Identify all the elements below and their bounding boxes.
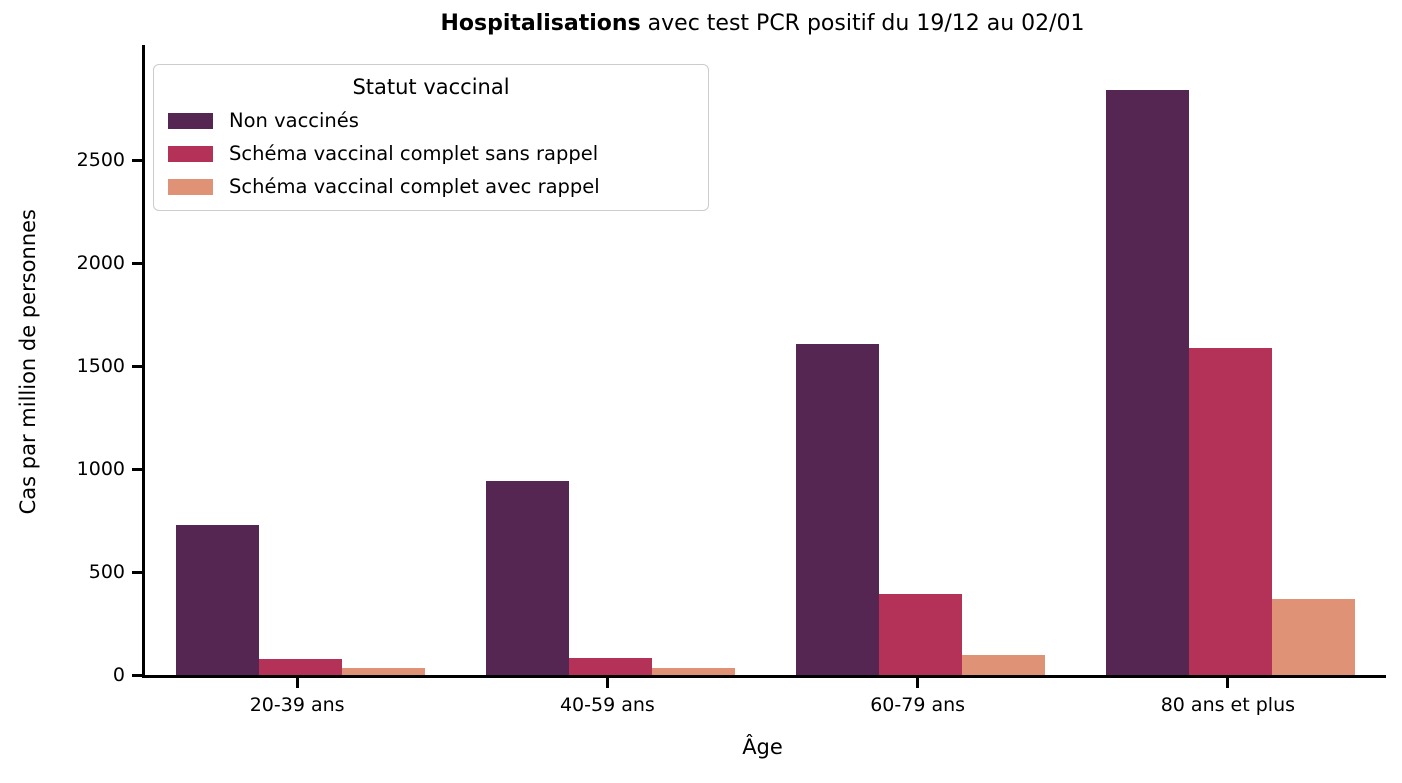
y-tick-mark [132,467,142,471]
bar [1106,90,1190,675]
legend-item: Non vaccinés [168,109,694,132]
bar [258,658,342,675]
x-tick-label: 60-79 ans [870,694,966,716]
bar [175,524,259,675]
x-axis-label: Âge [742,735,783,759]
y-tick-mark [132,673,142,677]
y-tick-label: 2000 [76,252,125,275]
y-tick-mark [132,261,142,265]
y-tick-mark [132,570,142,574]
x-tick-mark [295,678,299,688]
x-tick-label: 40-59 ans [559,694,655,716]
legend-item-label: Schéma vaccinal complet avec rappel [229,175,600,198]
legend-item: Schéma vaccinal complet avec rappel [168,175,694,198]
x-tick-label: 20-39 ans [249,694,345,716]
y-tick-mark [132,364,142,368]
bar [879,593,963,675]
y-tick-label: 0 [112,664,125,686]
legend-swatch [168,145,213,162]
legend-title: Statut vaccinal [352,75,510,99]
legend-items: Non vaccinés Schéma vaccinal complet sans… [168,109,694,198]
bar [1189,347,1273,675]
x-tick-mark [605,678,609,688]
legend-item-label: Schéma vaccinal complet sans rappel [229,142,599,165]
plot-area [142,45,1386,678]
chart-title-rest: avec test PCR positif du 19/12 au 02/01 [640,11,1085,36]
legend-item: Schéma vaccinal complet sans rappel [168,142,694,165]
legend: Statut vaccinal Non vaccinés Schéma vacci… [153,64,709,211]
bar [1272,598,1356,675]
legend-swatch [168,178,213,195]
bar [485,481,569,675]
y-tick-label: 2500 [76,149,125,172]
chart-title-bold: Hospitalisations [440,11,641,36]
bar [962,655,1046,675]
bar [341,668,425,675]
bar [651,667,735,675]
y-tick-label: 1000 [76,458,125,481]
x-tick-mark [916,678,920,688]
legend-item-label: Non vaccinés [229,109,359,132]
y-tick-label: 500 [88,561,125,584]
chart-title: Hospitalisations avec test PCR positif d… [142,10,1383,38]
y-axis: 0 500 1000 1500 2000 2500 [0,45,142,686]
x-tick-label: 80 ans et plus [1160,694,1296,716]
y-tick-label: 1500 [76,355,125,378]
y-tick-mark [132,158,142,162]
bar [796,343,880,675]
bar [568,657,652,675]
legend-swatch [168,112,213,129]
x-tick-mark [1226,678,1230,688]
